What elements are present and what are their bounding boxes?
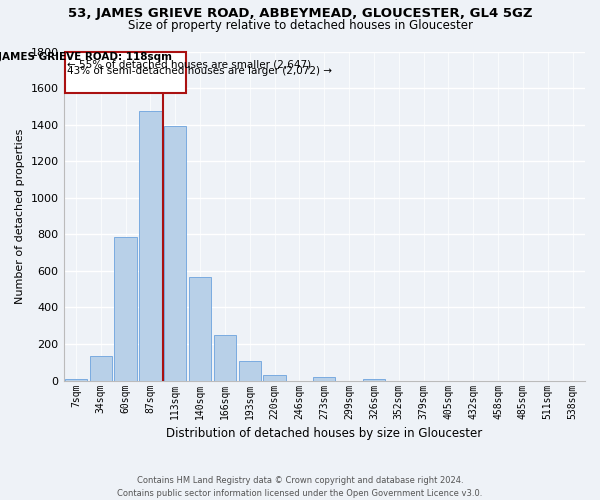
Bar <box>239 360 261 380</box>
Text: 53, JAMES GRIEVE ROAD, ABBEYMEAD, GLOUCESTER, GL4 5GZ: 53, JAMES GRIEVE ROAD, ABBEYMEAD, GLOUCE… <box>68 8 532 20</box>
Bar <box>65 379 87 380</box>
Text: Contains HM Land Registry data © Crown copyright and database right 2024.
Contai: Contains HM Land Registry data © Crown c… <box>118 476 482 498</box>
Bar <box>89 356 112 380</box>
Y-axis label: Number of detached properties: Number of detached properties <box>15 128 25 304</box>
Bar <box>189 278 211 380</box>
Bar <box>263 375 286 380</box>
Bar <box>164 126 187 380</box>
Text: 43% of semi-detached houses are larger (2,072) →: 43% of semi-detached houses are larger (… <box>67 66 332 76</box>
Text: Size of property relative to detached houses in Gloucester: Size of property relative to detached ho… <box>128 18 473 32</box>
Text: ← 55% of detached houses are smaller (2,647): ← 55% of detached houses are smaller (2,… <box>67 60 311 70</box>
Bar <box>363 379 385 380</box>
Bar <box>214 335 236 380</box>
Bar <box>139 111 161 380</box>
FancyBboxPatch shape <box>65 52 187 92</box>
Text: 53 JAMES GRIEVE ROAD: 118sqm: 53 JAMES GRIEVE ROAD: 118sqm <box>0 52 172 62</box>
X-axis label: Distribution of detached houses by size in Gloucester: Distribution of detached houses by size … <box>166 427 482 440</box>
Bar <box>313 377 335 380</box>
Bar <box>115 237 137 380</box>
